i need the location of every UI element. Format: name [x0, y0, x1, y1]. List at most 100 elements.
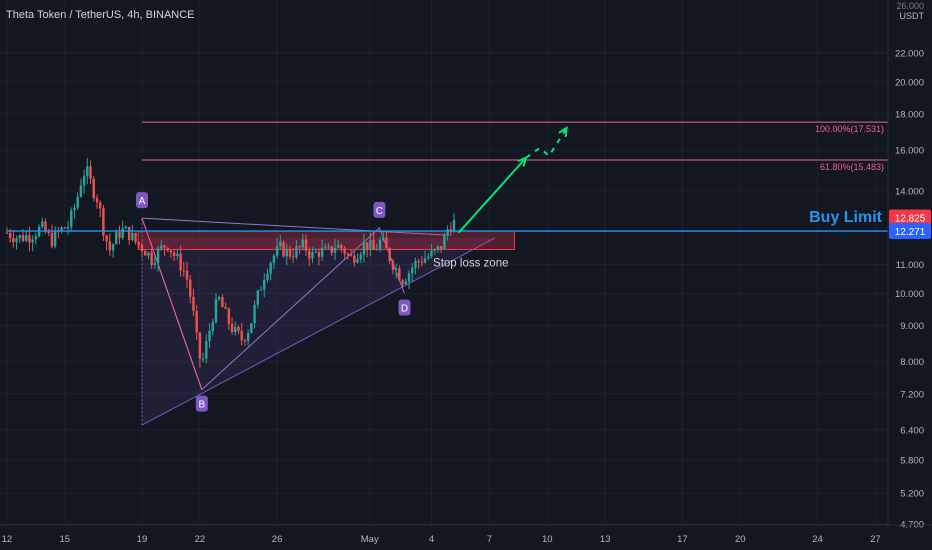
time-tick-label: 24 [812, 534, 823, 545]
candle-body [105, 235, 108, 242]
candle-body [269, 263, 272, 274]
candle-body [369, 240, 372, 250]
point-label-d: D [401, 304, 408, 315]
candle-body [234, 326, 237, 333]
candle-body [82, 176, 86, 186]
price-tick-label: 10.000 [895, 289, 924, 300]
candle-body [12, 238, 15, 243]
time-tick-label: 20 [735, 534, 746, 545]
buy-limit-label: Buy Limit [809, 209, 883, 226]
candle-body [311, 252, 314, 259]
candle-body [92, 178, 95, 199]
candle-body [372, 240, 375, 250]
point-label-a: A [139, 196, 146, 207]
candle-body [411, 267, 414, 274]
candle-body [243, 340, 247, 342]
price-tick-label: 22.000 [895, 48, 924, 59]
candle-body [324, 247, 327, 249]
candle-body [25, 235, 28, 241]
candle-body [28, 235, 31, 243]
candle-body [205, 341, 208, 359]
candle-body [320, 247, 324, 257]
candle-body [160, 245, 163, 249]
candle-body [198, 332, 202, 359]
time-axis[interactable]: 12 15 19 22 26 May 4 7 10 13 17 20 24 27 [0, 524, 932, 545]
candle-body [443, 235, 446, 249]
candle-body [391, 261, 395, 270]
candle-body [414, 260, 417, 268]
candle-body [137, 242, 140, 245]
candle-body [189, 279, 192, 297]
candle-body [121, 228, 124, 238]
candle-body [115, 232, 118, 245]
candle-body [308, 250, 311, 259]
time-tick-label: 13 [600, 534, 611, 545]
candle-body [240, 331, 243, 341]
price-tick-label: 16.000 [895, 146, 924, 157]
time-tick-label: 17 [677, 534, 688, 545]
candle-body [163, 245, 166, 248]
candle-body [144, 251, 147, 256]
time-tick-label: 26 [272, 534, 283, 545]
candle-body [95, 198, 99, 203]
time-tick-label: 7 [487, 534, 492, 545]
candle-body [423, 258, 427, 263]
candle-body [394, 268, 398, 270]
point-marker-a [136, 192, 148, 209]
candle-body [246, 332, 250, 342]
candle-body [420, 261, 424, 263]
candle-body [433, 249, 436, 251]
candle-body [156, 248, 160, 264]
price-axis-bg [888, 0, 932, 550]
candle-body [150, 252, 153, 265]
grid-lines [0, 0, 888, 525]
point-label-c: C [376, 206, 383, 217]
candle-body [404, 281, 407, 285]
candle-body [124, 226, 128, 229]
point-marker-c [373, 201, 386, 218]
candle-body [401, 280, 404, 285]
candle-body [439, 246, 443, 249]
candle-body [230, 323, 234, 333]
candle-body [317, 251, 321, 257]
candle-body [8, 232, 12, 239]
candle-body [282, 242, 285, 257]
time-tick-label: 4 [429, 534, 434, 545]
candle-body [330, 246, 333, 253]
candle-body [285, 248, 288, 257]
candle-body [47, 232, 50, 234]
candle-body [98, 202, 102, 209]
candle-body [5, 232, 9, 234]
candle-body [211, 322, 214, 332]
triangle-upper-edge [141, 217, 450, 236]
candle-body [430, 250, 433, 257]
candle-body [18, 235, 21, 239]
candle-body [382, 237, 385, 241]
candle-body [288, 248, 292, 257]
price-tick-label: 5.200 [900, 489, 924, 500]
candle-body [53, 230, 57, 247]
candle-body [76, 196, 79, 208]
price-tick-label: 9.000 [900, 321, 924, 332]
candle-body [192, 296, 195, 311]
candle-body [398, 268, 401, 281]
candle-body [304, 239, 308, 251]
projection-dashed [525, 127, 568, 159]
candle-body [172, 252, 176, 256]
candle-body [86, 166, 89, 177]
projection-arrowhead-dashed [558, 125, 568, 137]
candle-body [256, 290, 259, 305]
pattern-points: A B C D [136, 192, 411, 412]
level-lines: 100.00%(17.531) 61.80%(15.483) Buy Limit [6, 121, 888, 232]
candle-body [89, 166, 92, 179]
candle-body [50, 232, 54, 247]
candle-body [385, 237, 388, 249]
candle-body [185, 270, 189, 280]
candle-body [266, 273, 269, 281]
point-marker-d [398, 299, 411, 316]
time-tick-label: 19 [137, 534, 148, 545]
candle-body [41, 221, 44, 227]
candle-body [343, 248, 346, 254]
price-axis[interactable]: 22.000 20.000 18.000 16.000 14.000 11.000 10.0… [887, 0, 932, 550]
